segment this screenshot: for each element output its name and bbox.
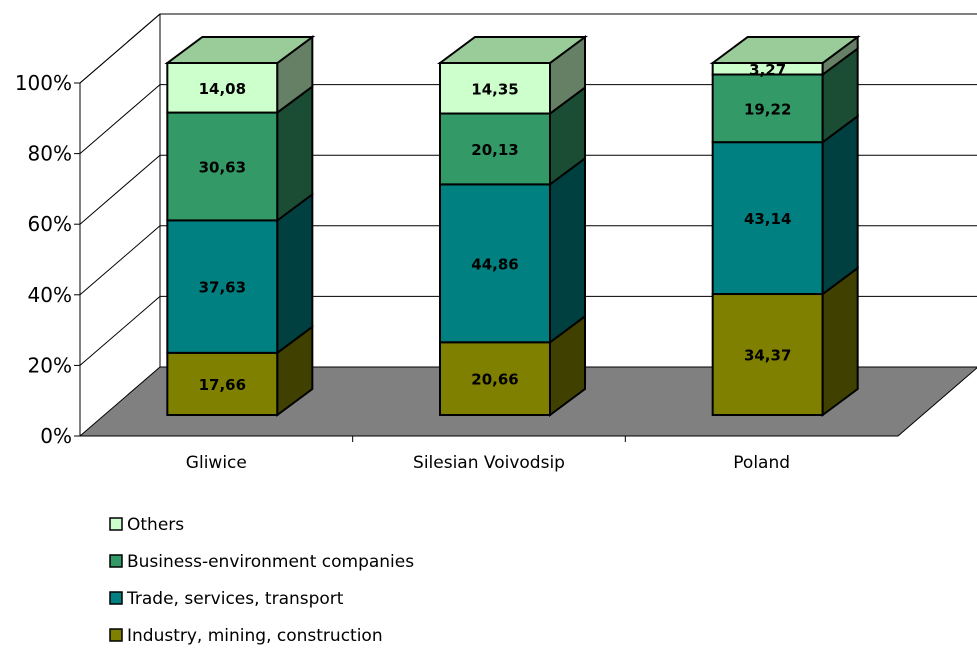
legend-label: Industry, mining, construction [127, 626, 383, 646]
legend-swatch [109, 554, 123, 568]
bar-segment [711, 114, 859, 297]
data-label: 37,63 [199, 279, 246, 297]
bar-front [439, 183, 551, 344]
legend-swatch [109, 517, 123, 531]
data-label: 14,35 [471, 80, 518, 98]
bar-segment [439, 156, 586, 345]
bar-side [276, 192, 314, 355]
legend: Others Business-environment companies Trad… [109, 515, 414, 646]
gridline [79, 13, 977, 84]
bar-segment [166, 192, 314, 355]
data-label: 34,37 [744, 347, 791, 365]
bar-segment [164, 35, 316, 115]
bar-segment [166, 84, 314, 223]
gridlines [79, 13, 977, 366]
gridline [79, 84, 977, 154]
data-label: 14,08 [199, 80, 246, 98]
bar-top [436, 36, 589, 64]
data-label: 30,63 [199, 158, 246, 176]
data-label: 44,86 [471, 255, 518, 273]
legend-swatch [109, 628, 123, 642]
y-tick-label: 80% [28, 142, 72, 166]
data-labels: 17,66 37,63 30,63 14,08 20,66 44,86 20,13 14,35… [199, 61, 792, 394]
y-tick-label: 60% [28, 212, 72, 236]
bar-front [711, 293, 824, 417]
x-tick-label: Poland [733, 453, 790, 473]
category-axis: Gliwice Silesian Voivodsip Poland [80, 435, 898, 473]
bar-front [166, 219, 279, 354]
bar-top [709, 36, 861, 64]
y-tick-label: 0% [40, 424, 72, 448]
data-label: 20,66 [471, 371, 518, 389]
x-tick-label: Gliwice [186, 453, 247, 473]
gridline [79, 295, 977, 366]
bar-front [439, 341, 551, 416]
bar-segment [711, 266, 859, 417]
legend-label: Trade, services, transport [126, 589, 344, 609]
data-label: 43,14 [744, 210, 791, 228]
bar-front [711, 141, 824, 296]
bar-segment [439, 85, 586, 187]
bar-side [821, 114, 859, 297]
bar-front [711, 73, 824, 144]
data-label: 19,22 [744, 100, 791, 118]
x-tick-label: Silesian Voivodsip [413, 453, 565, 473]
bars [164, 35, 861, 417]
y-tick-label: 100% [15, 71, 72, 95]
y-tick-label: 20% [28, 353, 72, 377]
bar-front [439, 112, 551, 186]
legend-label: Business-environment companies [127, 552, 414, 572]
value-axis: 0% 20% 40% 60% 80% 100% [15, 71, 80, 448]
gridline [79, 225, 977, 296]
data-label: 20,13 [471, 141, 518, 159]
bar-front [166, 62, 279, 114]
gridline [79, 154, 977, 225]
data-label: 3,27 [749, 61, 786, 79]
bar-segment [709, 35, 861, 77]
legend-swatch [109, 591, 123, 605]
legend-label: Others [127, 515, 184, 535]
bar-side [549, 156, 586, 345]
data-label: 17,66 [199, 376, 246, 394]
bar-top [164, 36, 316, 64]
legend-entry: Others [109, 515, 184, 535]
bar-front [439, 62, 551, 115]
bar-segment [436, 35, 589, 116]
legend-entry: Industry, mining, construction [109, 626, 383, 646]
legend-entry: Trade, services, transport [109, 589, 344, 609]
bar-segment [439, 314, 586, 417]
y-tick-label: 40% [28, 283, 72, 307]
bar-segment [711, 46, 859, 145]
legend-entry: Business-environment companies [109, 552, 414, 572]
